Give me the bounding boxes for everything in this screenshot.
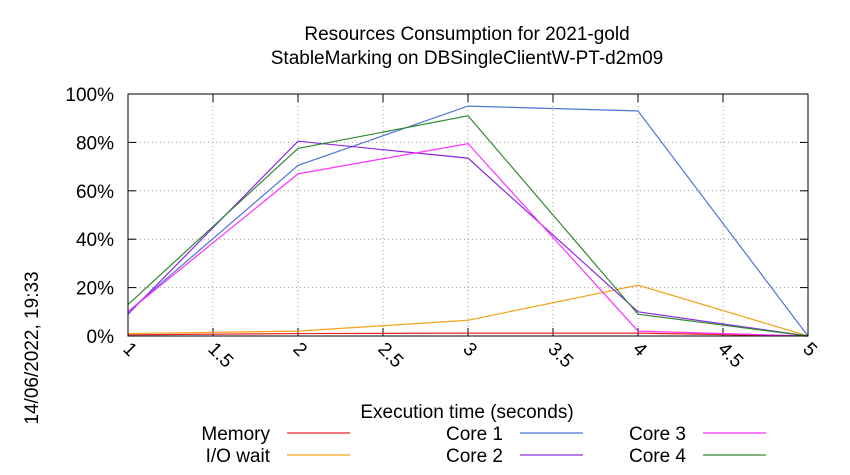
series-line-memory — [127, 332, 809, 337]
chart-subtitle: StableMarking on DBSingleClientW-PT-d2m0… — [271, 48, 664, 69]
y-tick-label: 80% — [76, 133, 114, 154]
legend-label-core-2: Core 2 — [446, 446, 503, 467]
plot-frame — [127, 93, 809, 337]
y-axis-ticks: 0% 20% 40% 60% 80% 100% — [65, 85, 808, 348]
x-tick-label: 1 — [118, 339, 140, 361]
timestamp-label: 14/06/2022, 19:33 — [22, 271, 43, 424]
x-tick-label: 5 — [798, 339, 820, 361]
x-tick-label: 4.5 — [713, 339, 747, 373]
series-line-i-o-wait — [127, 284, 809, 337]
y-tick-label: 0% — [87, 327, 115, 348]
series-line-core-3 — [127, 142, 809, 337]
grid — [128, 94, 808, 336]
x-tick-label: 3.5 — [543, 339, 577, 373]
x-tick-label: 1.5 — [203, 339, 237, 373]
y-tick-label: 20% — [76, 279, 114, 300]
y-tick-label: 60% — [76, 182, 114, 203]
series-line-core-4 — [127, 115, 809, 337]
legend-label-memory: Memory — [201, 424, 270, 445]
legend-label-i-o-wait: I/O wait — [206, 446, 271, 467]
x-axis-label: Execution time (seconds) — [360, 402, 573, 423]
series-line-core-2 — [127, 140, 809, 337]
y-tick-label: 100% — [65, 85, 114, 106]
y-tick-label: 40% — [76, 230, 114, 251]
x-axis-ticks: 1 1.5 2 2.5 3 3.5 4 4.5 5 — [118, 94, 821, 373]
x-tick-label: 4 — [628, 339, 651, 362]
series-line-core-1 — [127, 105, 809, 337]
x-tick-label: 2 — [288, 339, 310, 361]
x-tick-label: 3 — [458, 339, 480, 361]
legend-label-core-1: Core 1 — [446, 424, 503, 445]
chart-title: Resources Consumption for 2021-gold — [304, 24, 629, 45]
legend-label-core-4: Core 4 — [629, 446, 686, 467]
legend-label-core-3: Core 3 — [629, 424, 686, 445]
x-tick-label: 2.5 — [373, 339, 407, 373]
series-group — [127, 105, 809, 337]
